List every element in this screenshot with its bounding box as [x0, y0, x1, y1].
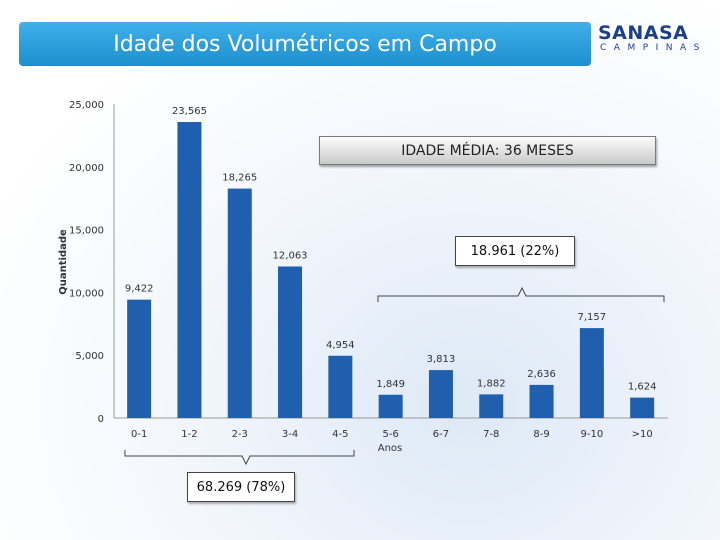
y-tick-label: 25,000	[69, 100, 104, 111]
data-label: 12,063	[273, 250, 308, 261]
x-tick-label: 4-5	[332, 429, 348, 440]
x-tick-label: 1-2	[181, 429, 197, 440]
x-axis-label: Anos	[378, 443, 403, 454]
x-tick-label: >10	[632, 429, 653, 440]
data-label: 1,882	[477, 378, 506, 389]
average-age-box: IDADE MÉDIA: 36 MESES	[319, 136, 656, 165]
y-tick-label: 20,000	[69, 163, 104, 174]
y-tick-label: 5,000	[75, 351, 104, 362]
bar	[278, 266, 303, 418]
group-right-label: 18.961 (22%)	[455, 236, 575, 266]
y-tick-label: 15,000	[69, 226, 104, 237]
data-labels: 9,422 23,565 18,265 12,063 4,954 1,849 3,813 1,…	[125, 106, 657, 393]
x-tick-label: 9-10	[580, 429, 603, 440]
x-tick-label: 3-4	[282, 429, 298, 440]
x-tick-label: 6-7	[433, 429, 449, 440]
bar	[177, 122, 202, 419]
x-ticks: 0-1 1-2 2-3 3-4 4-5 5-6 6-7 7-8 8-9 9-10 >10	[131, 429, 653, 440]
data-label: 1,624	[628, 382, 657, 393]
x-tick-label: 8-9	[533, 429, 549, 440]
company-logo: SANASA CAMPINAS	[598, 22, 708, 58]
bar	[579, 328, 604, 418]
x-tick-label: 0-1	[131, 429, 147, 440]
bar	[328, 355, 353, 418]
group-left-label: 68.269 (78%)	[187, 472, 295, 502]
data-label: 23,565	[172, 106, 207, 117]
bracket-right	[377, 286, 665, 302]
title-banner: Idade dos Volumétricos em Campo	[19, 22, 591, 66]
x-tick-label: 7-8	[483, 429, 499, 440]
data-label: 9,422	[125, 284, 154, 295]
logo-main-text: SANASA	[598, 22, 689, 44]
bars	[127, 122, 655, 419]
data-label: 4,954	[326, 340, 355, 351]
chart-title: Idade dos Volumétricos em Campo	[113, 31, 497, 57]
y-tick-label: 10,000	[69, 288, 104, 299]
bar	[529, 384, 554, 418]
data-label: 1,849	[376, 379, 405, 390]
bar	[127, 299, 152, 418]
data-label: 7,157	[578, 312, 607, 323]
bar	[630, 397, 655, 418]
x-tick-label: 2-3	[232, 429, 248, 440]
bar	[479, 394, 504, 418]
bar	[428, 370, 453, 418]
data-label: 3,813	[427, 354, 456, 365]
y-tick-label: 0	[98, 414, 104, 425]
bracket-left	[124, 450, 355, 466]
bar	[378, 394, 403, 418]
data-label: 2,636	[527, 369, 556, 380]
x-tick-label: 5-6	[382, 429, 398, 440]
y-axis-label: Quantidade	[58, 229, 69, 295]
bar	[227, 188, 252, 418]
y-ticks: 0 5,000 10,000 15,000 20,000 25,000	[69, 100, 104, 425]
data-label: 18,265	[222, 173, 257, 184]
logo-sub-text: CAMPINAS	[600, 43, 707, 53]
